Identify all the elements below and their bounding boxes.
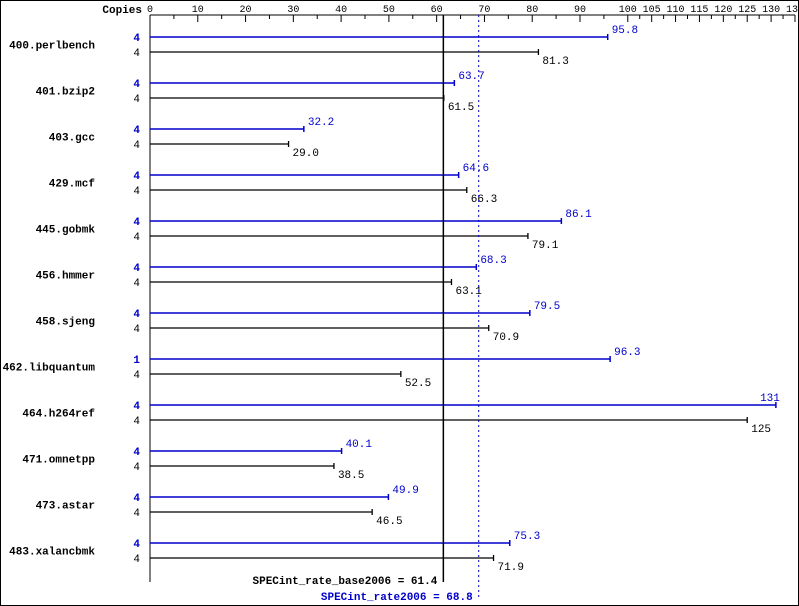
x-tick-label: 125 xyxy=(738,5,756,16)
copies-base: 4 xyxy=(133,232,140,244)
value-peak: 68.3 xyxy=(480,255,506,267)
copies-base: 4 xyxy=(133,278,140,290)
copies-base: 4 xyxy=(133,554,140,566)
benchmark-label: 473.astar xyxy=(36,501,95,513)
benchmark-label: 464.h264ref xyxy=(22,409,95,421)
benchmark-label: 400.perlbench xyxy=(9,41,95,53)
value-peak: 96.3 xyxy=(614,347,640,359)
copies-header: Copies xyxy=(102,5,142,17)
benchmark-label: 403.gcc xyxy=(49,133,95,145)
benchmark-label: 471.omnetpp xyxy=(22,455,95,467)
x-tick-label: 10 xyxy=(192,5,204,16)
copies-peak: 4 xyxy=(133,263,140,275)
x-tick-label: 40 xyxy=(335,5,347,16)
copies-peak: 4 xyxy=(133,401,140,413)
value-base: 70.9 xyxy=(493,332,519,344)
copies-peak: 4 xyxy=(133,217,140,229)
x-tick-label: 90 xyxy=(574,5,586,16)
value-peak: 95.8 xyxy=(612,25,638,37)
value-base: 52.5 xyxy=(405,378,431,390)
value-peak: 32.2 xyxy=(308,117,334,129)
copies-base: 4 xyxy=(133,140,140,152)
summary-base-label: SPECint_rate_base2006 = 61.4 xyxy=(253,576,438,588)
value-base: 38.5 xyxy=(338,470,364,482)
value-peak: 49.9 xyxy=(392,485,418,497)
x-tick-label: 60 xyxy=(431,5,443,16)
benchmark-label: 445.gobmk xyxy=(36,225,96,237)
x-tick-label: 80 xyxy=(526,5,538,16)
value-peak: 86.1 xyxy=(565,209,592,221)
copies-peak: 1 xyxy=(133,355,140,367)
copies-base: 4 xyxy=(133,94,140,106)
benchmark-label: 458.sjeng xyxy=(36,317,95,329)
copies-peak: 4 xyxy=(133,309,140,321)
value-peak: 75.3 xyxy=(514,531,540,543)
copies-peak: 4 xyxy=(133,125,140,137)
copies-base: 4 xyxy=(133,48,140,60)
value-base: 125 xyxy=(751,424,771,436)
value-peak: 79.5 xyxy=(534,301,560,313)
benchmark-label: 429.mcf xyxy=(49,179,96,191)
copies-peak: 4 xyxy=(133,447,140,459)
x-tick-label: 20 xyxy=(240,5,252,16)
copies-base: 4 xyxy=(133,324,140,336)
value-base: 71.9 xyxy=(498,562,524,574)
value-base: 81.3 xyxy=(542,56,568,68)
value-base: 46.5 xyxy=(376,516,402,528)
x-tick-label: 50 xyxy=(383,5,395,16)
benchmark-label: 483.xalancbmk xyxy=(9,547,95,559)
benchmark-label: 462.libquantum xyxy=(3,363,96,375)
value-peak: 64.6 xyxy=(463,163,489,175)
value-base: 66.3 xyxy=(471,194,497,206)
value-base: 61.5 xyxy=(448,102,474,114)
value-base: 79.1 xyxy=(532,240,559,252)
value-peak: 131 xyxy=(760,393,780,405)
x-tick-label: 110 xyxy=(667,5,685,16)
copies-peak: 4 xyxy=(133,539,140,551)
x-tick-label: 120 xyxy=(714,5,732,16)
x-tick-label: 115 xyxy=(690,5,708,16)
summary-peak-label: SPECint_rate2006 = 68.8 xyxy=(321,592,473,604)
copies-base: 4 xyxy=(133,186,140,198)
x-tick-label: 70 xyxy=(478,5,490,16)
x-tick-label: 30 xyxy=(287,5,299,16)
copies-peak: 4 xyxy=(133,33,140,45)
value-peak: 40.1 xyxy=(346,439,373,451)
benchmark-label: 456.hmmer xyxy=(36,271,95,283)
value-peak: 63.7 xyxy=(458,71,484,83)
x-tick-label: 0 xyxy=(147,5,153,16)
copies-peak: 4 xyxy=(133,79,140,91)
benchmark-label: 401.bzip2 xyxy=(36,87,95,99)
copies-base: 4 xyxy=(133,370,140,382)
x-tick-label: 135 xyxy=(786,5,799,16)
value-base: 29.0 xyxy=(293,148,319,160)
copies-peak: 4 xyxy=(133,171,140,183)
x-tick-label: 130 xyxy=(762,5,780,16)
copies-base: 4 xyxy=(133,508,140,520)
copies-peak: 4 xyxy=(133,493,140,505)
x-tick-label: 100 xyxy=(619,5,637,16)
copies-base: 4 xyxy=(133,462,140,474)
copies-base: 4 xyxy=(133,416,140,428)
x-tick-label: 105 xyxy=(643,5,661,16)
chart-border xyxy=(1,1,799,606)
